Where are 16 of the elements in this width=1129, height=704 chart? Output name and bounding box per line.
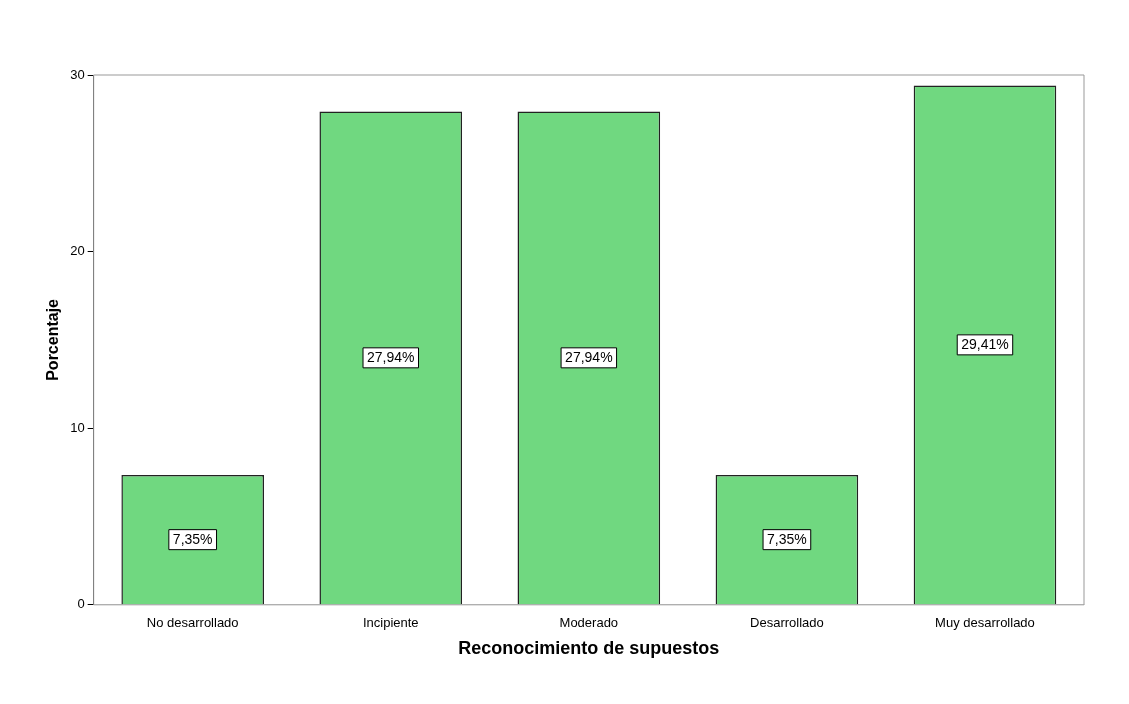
x-tick-label: No desarrollado [146, 615, 239, 631]
data-label: 29,41% [961, 335, 1009, 352]
y-axis-title: Porcentaje [44, 298, 62, 381]
x-tick-label: Moderado [559, 615, 619, 631]
y-tick-label: 20 [70, 243, 85, 259]
y-tick-label: 30 [70, 66, 85, 82]
y-tick-label: 0 [77, 596, 85, 612]
data-label: 7,35% [767, 530, 807, 547]
x-tick-label: Desarrollado [750, 615, 824, 631]
y-tick-label: 10 [70, 419, 85, 435]
x-tick-label: Muy desarrollado [935, 615, 1035, 631]
data-label: 7,35% [172, 530, 213, 547]
data-label: 27,94% [367, 348, 415, 365]
x-tick-label: Incipiente [362, 615, 419, 631]
data-label: 27,94% [565, 348, 613, 365]
x-axis-title: Reconocimiento de supuestos [458, 638, 720, 659]
